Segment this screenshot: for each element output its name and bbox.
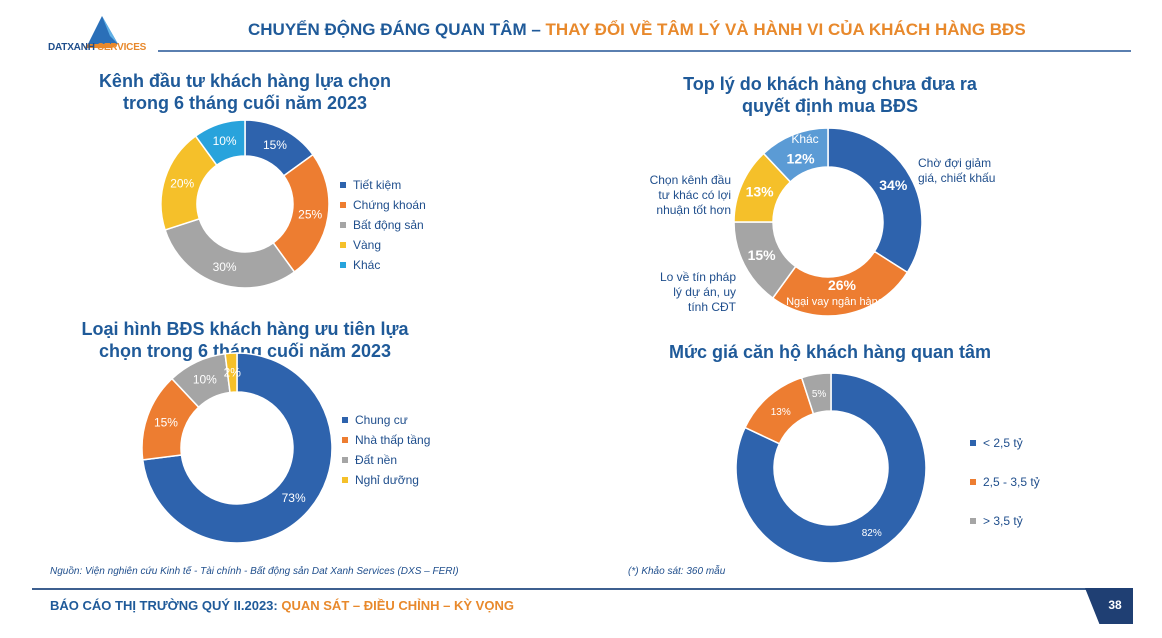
legend-item: Đất nền xyxy=(342,450,430,470)
donut-chart-investment-channels: 15% 25% 30% 20% 10% xyxy=(160,119,330,289)
data-label: 2% xyxy=(224,366,242,380)
donut-chart-price-range: 82% 13% 5% xyxy=(735,372,927,564)
data-label: 34% xyxy=(879,177,908,193)
data-label: 5% xyxy=(812,389,827,400)
donut-slice xyxy=(224,352,238,394)
source-note: Nguồn: Viện nghiên cứu Kinh tế - Tài chí… xyxy=(50,566,459,577)
legend-item: Nghỉ dưỡng xyxy=(342,470,430,490)
legend-item: Tiết kiệm xyxy=(340,175,426,195)
donut-slice xyxy=(194,119,246,167)
datxanh-logo-icon xyxy=(84,16,118,48)
data-label: 13% xyxy=(746,183,775,199)
data-label: 25% xyxy=(298,207,322,221)
legend-item: Khác xyxy=(340,255,426,275)
data-label: 10% xyxy=(193,373,217,387)
chart1-legend: Tiết kiệm Chứng khoán Bất động sản Vàng … xyxy=(340,175,426,275)
footer-divider xyxy=(32,588,1132,590)
legend-item: Chung cư xyxy=(342,410,430,430)
donut-slice xyxy=(827,127,923,274)
chart4-legend: < 2,5 tỷ 2,5 - 3,5 tỷ > 3,5 tỷ xyxy=(970,423,1040,540)
chart2-title: Loại hình BĐS khách hàng ưu tiên lựa chọn… xyxy=(81,319,409,361)
label-other-channel: Chọn kênh đầu tư khác có lợi nhuận tốt hơn xyxy=(649,173,731,217)
donut-slice xyxy=(800,372,832,415)
page-number: 38 xyxy=(1108,598,1122,612)
header-divider xyxy=(158,50,1131,52)
donut-slice xyxy=(771,250,909,317)
legend-item: < 2,5 tỷ xyxy=(970,423,1040,462)
data-label: 82% xyxy=(862,528,882,539)
chart4-title: Mức giá căn hộ khách hàng quan tâm xyxy=(668,342,992,362)
label-wait-discount: Chờ đợi giảm giá, chiết khấu xyxy=(918,156,996,185)
donut-slice xyxy=(735,372,927,564)
data-label: 15% xyxy=(748,247,777,263)
donut-slice xyxy=(762,127,829,183)
data-label: 15% xyxy=(263,138,287,152)
legend-item: Bất động sản xyxy=(340,215,426,235)
logo-text: DATXANH SERVICES xyxy=(48,42,147,53)
data-label: 26% xyxy=(828,277,857,293)
donut-chart-property-types: 73% 15% 10% 2% xyxy=(141,352,333,544)
data-label: 10% xyxy=(213,134,237,148)
donut-slice xyxy=(141,352,333,544)
legend-item: Vàng xyxy=(340,235,426,255)
label-legal-concern: Lo về tín pháp lý dự án, uy tính CĐT xyxy=(659,270,736,314)
label-other: Khác xyxy=(791,132,819,146)
data-label: 73% xyxy=(282,491,306,505)
legend-item: Chứng khoán xyxy=(340,195,426,215)
chart1-title: Kênh đầu tư khách hàng lựa chọn trong 6 t… xyxy=(98,71,392,113)
data-label: 13% xyxy=(771,407,791,418)
legend-item: Nhà thấp tầng xyxy=(342,430,430,450)
data-label: 12% xyxy=(787,151,816,167)
page-title: CHUYỂN ĐỘNG ĐÁNG QUAN TÂM – THAY ĐỔI VỀ … xyxy=(248,20,1026,39)
data-label: 30% xyxy=(213,260,237,274)
donut-slice xyxy=(164,217,296,289)
chart2-legend: Chung cư Nhà thấp tầng Đất nền Nghỉ dưỡn… xyxy=(342,410,430,490)
survey-note: (*) Khảo sát: 360 mẫu xyxy=(628,566,726,577)
chart3-title: Top lý do khách hàng chưa đưa ra quyết đị… xyxy=(683,74,977,116)
legend-item: 2,5 - 3,5 tỷ xyxy=(970,462,1040,501)
label-bank-loan: Ngại vay ngân hàng xyxy=(786,296,884,308)
legend-item: > 3,5 tỷ xyxy=(970,501,1040,540)
footer-text: BÁO CÁO THỊ TRƯỜNG QUÝ II.2023: QUAN SÁT… xyxy=(50,598,514,613)
donut-chart-reasons: 34% 26% 15% 13% 12% xyxy=(733,127,923,317)
data-label: 20% xyxy=(170,177,194,191)
data-label: 15% xyxy=(154,415,178,429)
